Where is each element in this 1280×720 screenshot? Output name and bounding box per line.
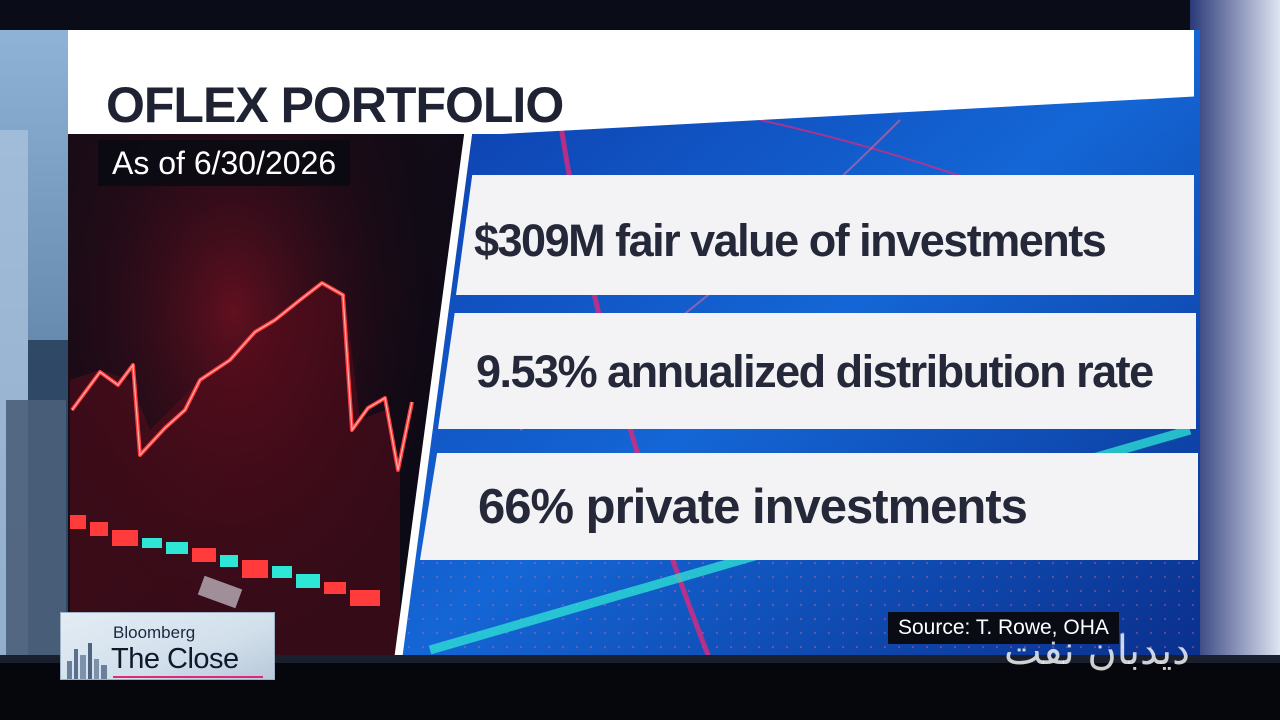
source-label: Source: T. Rowe, OHA — [888, 612, 1119, 644]
logo-underline — [113, 676, 263, 678]
skyline-icon — [67, 643, 107, 679]
stat-band-fair-value: $309M fair value of investments — [456, 175, 1194, 295]
stat-band-private-investments: 66% private investments — [420, 453, 1198, 560]
show-logo: Bloomberg The Close — [60, 612, 275, 680]
page-title: OFLEX PORTFOLIO — [106, 77, 564, 133]
candle-band — [70, 515, 380, 609]
as-of-date: As of 6/30/2026 — [98, 140, 351, 186]
stat-private-investments: 66% private investments — [478, 480, 1028, 534]
brand-name: Bloomberg — [113, 623, 196, 642]
channel-watermark: ديدبان نفت — [1004, 628, 1190, 674]
stat-fair-value: $309M fair value of investments — [474, 215, 1107, 266]
stat-distribution-rate: 9.53% annualized distribution rate — [476, 346, 1154, 397]
stat-band-distribution-rate: 9.53% annualized distribution rate — [438, 313, 1196, 429]
divider-stripe — [394, 30, 486, 660]
show-name: The Close — [111, 643, 239, 675]
side-wall — [1190, 0, 1280, 670]
